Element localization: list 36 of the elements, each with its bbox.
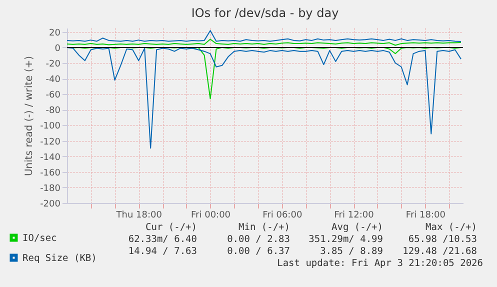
y-tick-label: -60: [46, 90, 61, 101]
y-tick-label: 20: [49, 28, 61, 38]
text: Avg (-/+): [332, 222, 383, 233]
text: 129.48 /21.68: [402, 246, 478, 257]
legend-label: IO/sec: [22, 232, 57, 244]
x-tick-label: Fri 00:00: [191, 210, 231, 220]
line-series: [67, 46, 462, 149]
text: 14.94 / 7.63: [128, 246, 197, 257]
text: Max (-/+): [426, 222, 477, 233]
x-tick-label: Fri 18:00: [406, 210, 446, 220]
y-axis-title: Units read (-) / write (+): [24, 56, 36, 176]
y-tick-label: -160: [40, 168, 61, 178]
text: 3.85 / 8.89: [320, 246, 384, 257]
y-tick-label: -20: [46, 60, 61, 70]
y-tick-label: -40: [46, 75, 61, 86]
y-tick-label: 0: [54, 44, 61, 54]
x-tick-label: Fri 06:00: [262, 210, 302, 220]
text: 0.00 / 6.37: [227, 246, 290, 257]
x-tick-label: Fri 12:00: [334, 210, 374, 220]
text: Last update: Fri Apr 3 21:20:05 2026: [277, 258, 484, 269]
y-tick-label: -180: [40, 184, 61, 194]
text: Cur (-/+): [146, 222, 197, 233]
y-tick-label: -140: [40, 152, 61, 163]
y-tick-label: -120: [40, 137, 61, 148]
y-tick-label: -80: [46, 106, 61, 116]
text: 62.33m/ 6.40: [128, 234, 198, 245]
x-tick-label: Thu 18:00: [115, 210, 162, 220]
text: Min (-/+): [238, 222, 290, 233]
line-series: [67, 30, 462, 42]
y-tick-label: -200: [40, 200, 61, 210]
chart-title: IOs for /dev/sda - by day: [191, 6, 339, 20]
text: 0.00 / 2.83: [227, 234, 290, 245]
text: 65.98 /10.53: [408, 234, 477, 245]
legend-label: Req Size (KB): [22, 252, 97, 264]
y-tick-label: -100: [40, 122, 61, 132]
text: 351.29m/ 4.99: [308, 234, 384, 245]
